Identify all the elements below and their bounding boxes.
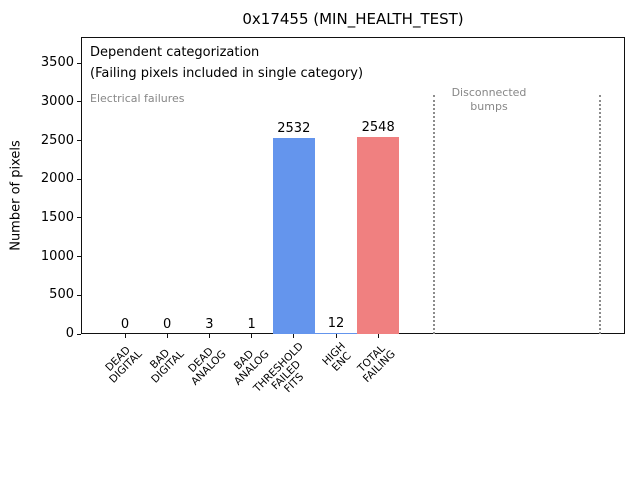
x-tick-label: HIGH ENC (320, 340, 354, 374)
y-tick-label: 0 (65, 326, 74, 341)
y-tick (77, 217, 81, 219)
x-tick-label: BAD DIGITAL (148, 346, 187, 386)
y-tick-label: 3000 (40, 93, 74, 109)
y-tick-label: 1500 (40, 209, 74, 225)
bar-value-label: 2548 (361, 119, 395, 135)
y-tick (77, 178, 81, 180)
annotation-disconnected-bumps: Disconnected bumps (451, 86, 527, 113)
x-tick-label: DEAD ANALOG (186, 345, 229, 388)
x-tick (377, 334, 379, 338)
x-tick (293, 334, 295, 338)
x-tick (208, 334, 210, 338)
x-tick-label: TOTAL FAILING (355, 342, 398, 386)
y-tick (77, 140, 81, 141)
x-tick (251, 334, 253, 338)
x-tick-label: DEAD DIGITAL (103, 344, 145, 386)
y-tick (77, 256, 81, 258)
y-tick-label: 1000 (40, 248, 74, 264)
bar (357, 136, 400, 334)
bar-value-label: 0 (163, 317, 172, 332)
y-tick (77, 62, 81, 64)
y-tick-label: 500 (49, 287, 74, 303)
x-tick (124, 334, 126, 338)
chart-title: 0x17455 (MIN_HEALTH_TEST) (242, 10, 464, 28)
separator-line-right (599, 95, 601, 334)
y-tick (77, 294, 81, 296)
bar-value-label: 2532 (277, 121, 311, 137)
x-tick (166, 334, 168, 338)
bar-value-label: 12 (327, 316, 345, 331)
bar (315, 333, 357, 334)
y-tick (77, 101, 81, 103)
annotation-dependent-categorization: Dependent categorization (90, 45, 260, 60)
plot-area (81, 37, 625, 334)
bar-value-label: 3 (205, 317, 214, 332)
y-tick-label: 3500 (40, 55, 74, 71)
y-axis-label: Number of pixels (8, 140, 24, 251)
bar-value-label: 1 (247, 317, 256, 332)
annotation-electrical-failures: Electrical failures (90, 92, 185, 105)
bar (272, 138, 315, 334)
x-tick (335, 334, 337, 338)
y-tick-label: 2000 (40, 171, 74, 187)
y-tick (77, 333, 81, 335)
y-tick-label: 2500 (40, 132, 74, 148)
separator-line-left (433, 95, 435, 334)
bar-value-label: 0 (120, 317, 130, 332)
annotation-failing-pixels-note: (Failing pixels included in single categ… (90, 66, 364, 81)
